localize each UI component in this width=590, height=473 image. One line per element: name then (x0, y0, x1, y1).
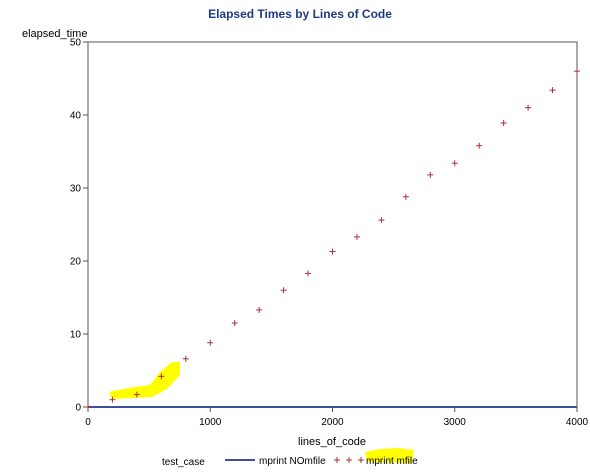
x-tick-label: 1000 (199, 417, 222, 428)
x-axis-label: lines_of_code (298, 436, 366, 448)
x-axis: 0 1000 2000 3000 4000 (85, 407, 589, 428)
data-point (525, 104, 532, 111)
y-axis-label: elapsed_time (22, 28, 87, 40)
data-point (182, 355, 189, 362)
highlight-stroke-legend (365, 448, 414, 463)
series-layer (85, 68, 580, 410)
y-tick-label: 0 (75, 403, 81, 414)
legend-marker (334, 457, 340, 463)
x-tick-label: 2000 (321, 417, 344, 428)
y-axis: 0 10 20 30 40 50 (70, 38, 88, 414)
data-point (402, 193, 409, 200)
data-point (451, 160, 458, 167)
data-point (549, 87, 556, 94)
highlights (109, 362, 414, 463)
y-tick-label: 40 (70, 111, 82, 122)
data-point (427, 171, 434, 178)
highlight-stroke-data (109, 362, 180, 399)
legend: test_case mprint NOmfile mprint mfile (162, 456, 418, 468)
legend-label-mprint-nomfile: mprint NOmfile (259, 456, 326, 467)
data-point (207, 339, 214, 346)
data-point (500, 120, 507, 127)
data-point (256, 306, 263, 313)
data-point (329, 248, 336, 255)
data-point (476, 142, 483, 149)
legend-title: test_case (162, 457, 205, 468)
data-point (109, 396, 116, 403)
legend-label-mprint-mfile: mprint mfile (366, 456, 418, 467)
y-tick-label: 10 (70, 330, 82, 341)
plot-frame (87, 41, 578, 408)
x-tick-label: 3000 (444, 417, 467, 428)
legend-marker (346, 457, 352, 463)
y-tick-label: 20 (70, 257, 82, 268)
chart-title: Elapsed Times by Lines of Code (208, 7, 392, 21)
x-tick-label: 0 (85, 417, 91, 428)
legend-swatch-mprint-mfile (334, 457, 364, 463)
y-tick-label: 50 (70, 38, 82, 49)
data-point (574, 68, 580, 75)
data-point (231, 320, 238, 327)
data-point (158, 373, 165, 380)
x-tick-label: 4000 (566, 417, 589, 428)
legend-marker (358, 457, 364, 463)
data-point (378, 217, 385, 224)
data-point (133, 391, 140, 398)
data-point (280, 287, 287, 294)
data-point (305, 270, 312, 277)
data-point (85, 404, 91, 410)
y-tick-label: 30 (70, 184, 82, 195)
data-point (353, 233, 360, 240)
